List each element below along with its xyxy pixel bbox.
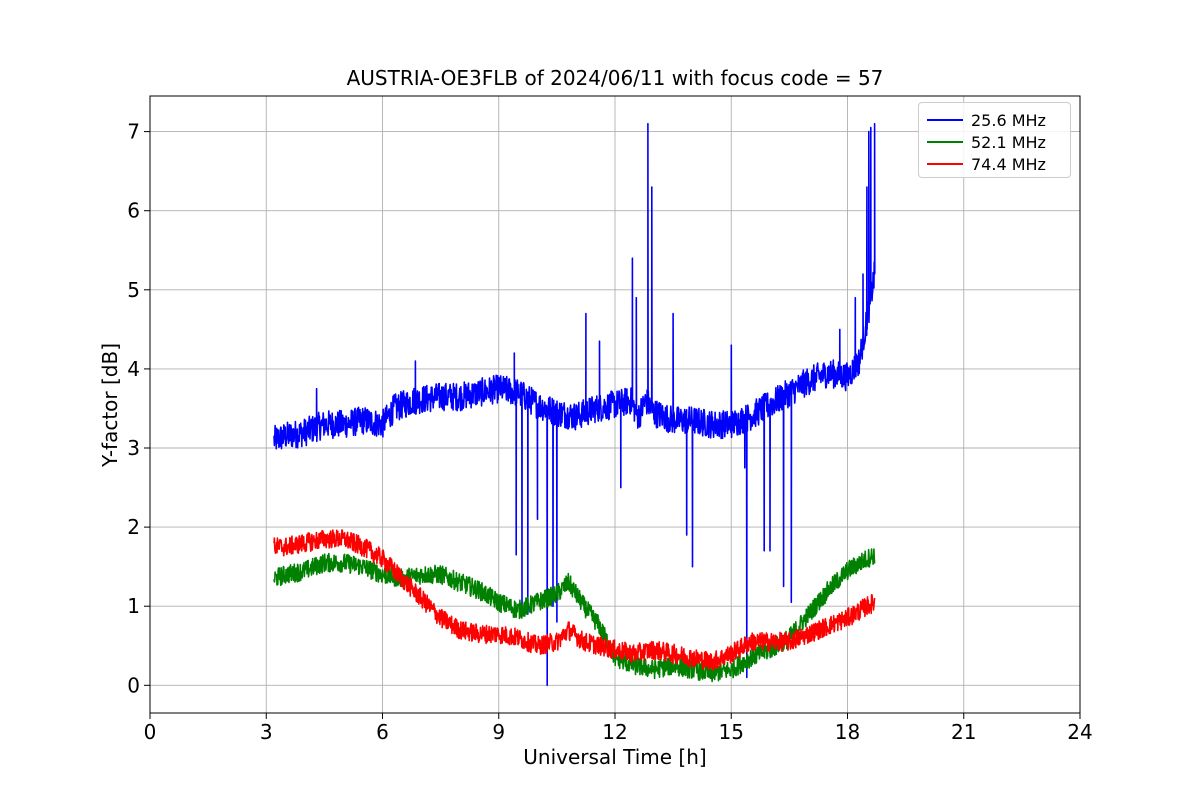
series-lines: [273, 122, 876, 687]
x-tick-label: 6: [376, 720, 389, 744]
x-tick-label: 9: [492, 720, 505, 744]
y-tick-label: 0: [127, 673, 140, 697]
legend-line-25-6: [927, 119, 963, 121]
y-tick-label: 6: [127, 199, 140, 223]
y-axis-label: Y-factor [dB]: [98, 342, 122, 468]
x-tick-label: 15: [719, 720, 744, 744]
x-tick-label: 18: [835, 720, 860, 744]
x-tick-label: 0: [144, 720, 157, 744]
series-line-1: [273, 548, 876, 683]
x-axis-ticks: 0 3 6 9 12 15 18 21 24: [144, 713, 1093, 744]
x-tick-label: 24: [1067, 720, 1092, 744]
y-tick-label: 1: [127, 594, 140, 618]
legend-item-25-6: 25.6 MHz: [927, 110, 1046, 130]
legend-line-52-1: [927, 141, 963, 143]
y-tick-label: 2: [127, 515, 140, 539]
legend-label-25-6: 25.6 MHz: [971, 110, 1046, 130]
legend-line-74-4: [927, 163, 963, 165]
x-tick-label: 12: [602, 720, 627, 744]
y-tick-label: 7: [127, 120, 140, 144]
x-axis-label: Universal Time [h]: [523, 745, 707, 769]
y-tick-label: 4: [127, 357, 140, 381]
legend: 25.6 MHz 52.1 MHz 74.4 MHz: [918, 102, 1071, 178]
series-line-0: [273, 122, 876, 687]
legend-item-52-1: 52.1 MHz: [927, 132, 1046, 152]
y-tick-label: 5: [127, 278, 140, 302]
legend-item-74-4: 74.4 MHz: [927, 154, 1046, 174]
legend-label-74-4: 74.4 MHz: [971, 154, 1046, 174]
x-tick-label: 21: [951, 720, 976, 744]
chart-title: AUSTRIA-OE3FLB of 2024/06/11 with focus …: [346, 66, 884, 90]
x-tick-label: 3: [260, 720, 273, 744]
y-tick-label: 3: [127, 436, 140, 460]
y-axis-ticks: 0 1 2 3 4 5 6 7: [127, 120, 150, 697]
series-line-2: [273, 529, 876, 672]
legend-label-52-1: 52.1 MHz: [971, 132, 1046, 152]
